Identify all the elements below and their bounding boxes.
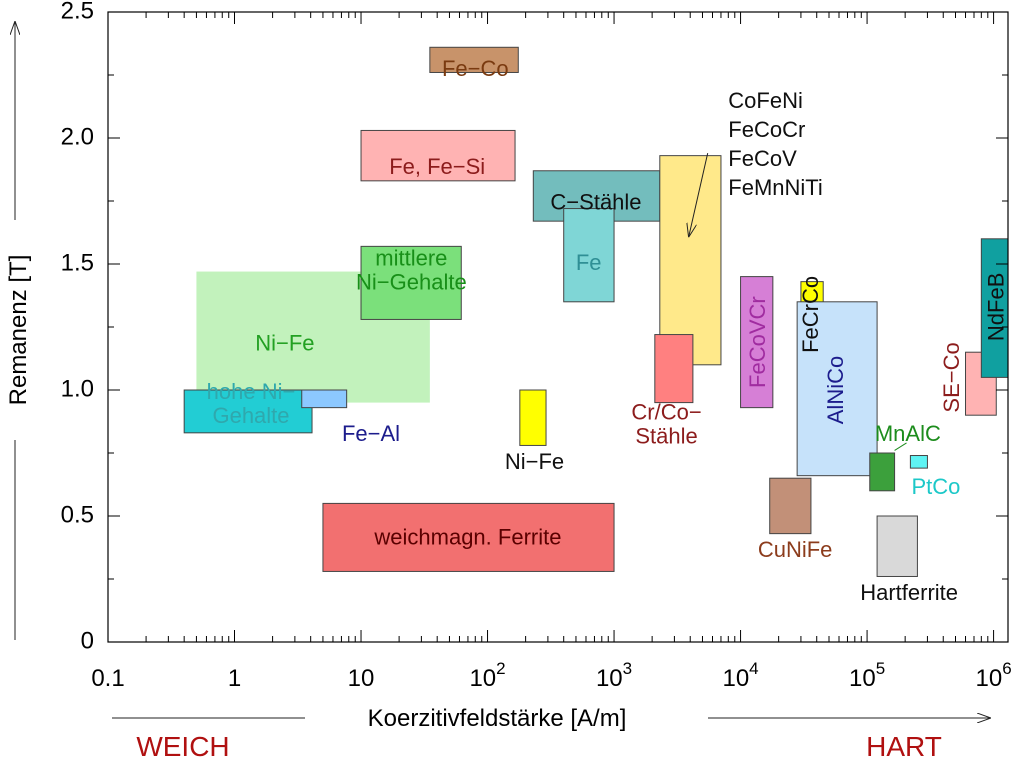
material-labels: Ni−Fe mittlere Ni−Gehalte hohe Ni− Gehalte Fe… bbox=[207, 56, 1009, 605]
label-se-co-19: SE−Co bbox=[939, 342, 964, 412]
label-c-st-hle-6: C−Stähle bbox=[550, 189, 641, 214]
x-tick-label-3: 102 bbox=[469, 659, 505, 692]
region-hohe-ni-gehalte-2 bbox=[183, 389, 313, 434]
region-mnalc-16 bbox=[869, 452, 896, 492]
y-tick-label-1: 0.5 bbox=[61, 501, 94, 528]
label-mittlere-ni-gehalte-1: mittlere Ni−Gehalte bbox=[356, 246, 467, 295]
region-cunife-15 bbox=[769, 477, 812, 535]
label-fe-fe-si-5: Fe, Fe−Si bbox=[389, 154, 485, 179]
label-hartferrite-18: Hartferrite bbox=[860, 580, 958, 605]
label-fecrco-13: FeCrCo bbox=[798, 276, 823, 353]
region-mittlere-ni-gehalte-1 bbox=[360, 245, 462, 320]
cofeni-arrow bbox=[689, 153, 709, 236]
x-tick-label-0: 0.1 bbox=[91, 665, 124, 692]
x-tick-label-2: 10 bbox=[348, 665, 375, 692]
region-cofeni-fecocr-fecov-femnniti-8 bbox=[659, 155, 722, 366]
x-axis-label: Koerzitivfeldstärke [A/m] bbox=[368, 705, 627, 732]
label-ni-fe-0: Ni−Fe bbox=[255, 330, 314, 355]
y-tick-label-0: 0 bbox=[81, 627, 94, 654]
label-fe-al-3: Fe−Al bbox=[342, 421, 400, 446]
weich-label: WEICH bbox=[136, 731, 229, 758]
region-hartferrite-18 bbox=[876, 515, 918, 577]
region-cr-co-st-hle-10 bbox=[654, 334, 694, 404]
label-weichmagn-ferrite-11: weichmagn. Ferrite bbox=[373, 524, 561, 549]
label-cunife-15: CuNiFe bbox=[758, 537, 833, 562]
region-alnico-14 bbox=[796, 301, 878, 477]
x-tick-label-6: 105 bbox=[849, 659, 885, 692]
x-tick-label-4: 103 bbox=[596, 659, 632, 692]
x-tick-label-1: 1 bbox=[228, 665, 241, 692]
label-cofeni-group-2: FeCoV bbox=[728, 146, 797, 171]
region-ptco-17 bbox=[909, 455, 928, 469]
label-hohe-ni-gehalte-2: hohe Ni− Gehalte bbox=[207, 379, 296, 428]
material-regions bbox=[183, 46, 1009, 577]
region-fe-co-4 bbox=[429, 46, 519, 73]
label-ptco-17: PtCo bbox=[911, 474, 960, 499]
axis-ticks: 0.1 1 10 102 103 104 105 106 0 0.5 1.0 1.5 2.0 2.5 bbox=[61, 0, 1012, 692]
label-fecovcr-12: FeCoVCr bbox=[745, 296, 770, 388]
region-ni-fe-9 bbox=[519, 389, 547, 446]
y-tick-label-2: 1.0 bbox=[61, 375, 94, 402]
region-fe-al-3 bbox=[301, 389, 348, 409]
y-axis-label: Remanenz [T] bbox=[5, 255, 32, 406]
label-ni-fe-9: Ni−Fe bbox=[505, 449, 564, 474]
hart-label: HART bbox=[866, 731, 942, 758]
region-weichmagn-ferrite-11 bbox=[322, 502, 615, 572]
mnalc-leader-line bbox=[894, 442, 907, 451]
y-tick-label-5: 2.5 bbox=[61, 0, 94, 24]
x-tick-label-7: 106 bbox=[975, 659, 1011, 692]
label-cofeni-group-1: FeCoCr bbox=[728, 117, 805, 142]
region-ndfeb-20 bbox=[980, 238, 1009, 378]
label-mnalc-16: MnAlC bbox=[875, 421, 941, 446]
y-tick-label-4: 2.0 bbox=[61, 123, 94, 150]
label-cr-co-st-hle-10: Cr/Co− Stähle bbox=[631, 399, 701, 448]
x-tick-label-5: 104 bbox=[722, 659, 758, 692]
region-fe-fe-si-5 bbox=[360, 129, 516, 182]
label-ndfeb-20: NdFeB bbox=[984, 273, 1009, 341]
label-fe-co-4: Fe−Co bbox=[442, 56, 509, 81]
y-tick-label-3: 1.5 bbox=[61, 249, 94, 276]
region-fe-7 bbox=[563, 208, 615, 303]
label-fe-7: Fe bbox=[576, 250, 602, 275]
label-alnico-14: AlNiCo bbox=[823, 356, 848, 424]
label-cofeni-group-3: FeMnNiTi bbox=[728, 175, 823, 200]
label-cofeni-group-0: CoFeNi bbox=[728, 88, 803, 113]
region-fecovcr-12 bbox=[740, 276, 774, 409]
